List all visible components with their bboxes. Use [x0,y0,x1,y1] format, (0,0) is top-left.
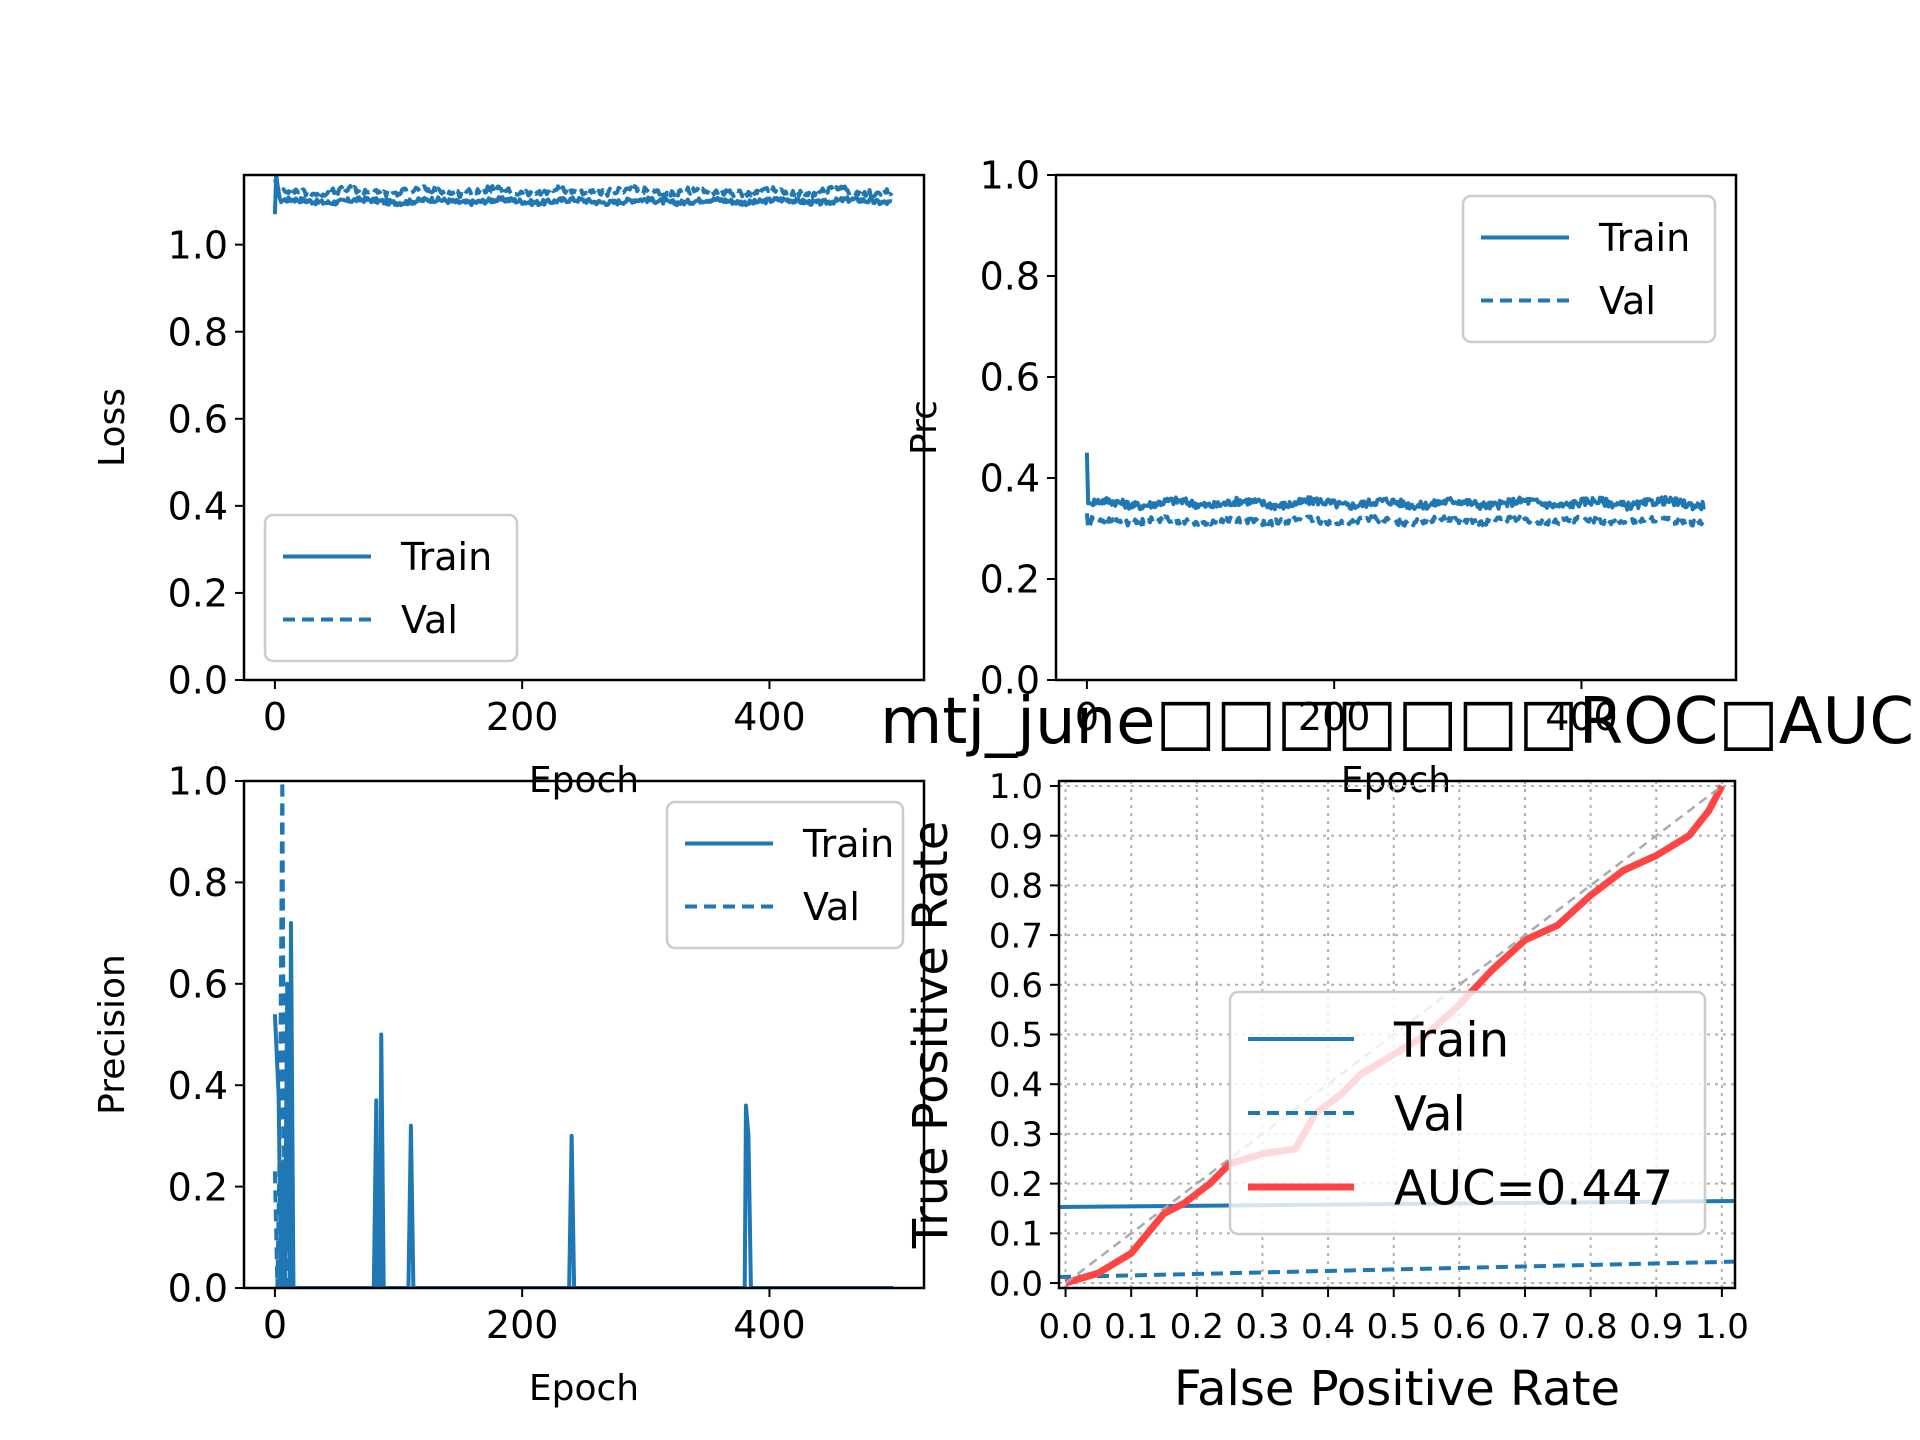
x-tick-label: 200 [486,695,559,739]
legend-label: Train [1393,1012,1509,1068]
y-tick-label: 1.0 [168,760,228,804]
y-tick-label: 0.0 [980,659,1040,703]
legend-label: AUC=0.447 [1394,1160,1673,1216]
legend-label: Val [401,598,458,642]
subplot-4: 0.0 0.1 0.2 0.3 0.4 0.5 0.6 0.7 0.8 0.9 1.0 0.0 0.1 0… [880,685,1914,1417]
y-tick-label: 0.2 [989,1165,1043,1205]
series-line-val [272,178,894,199]
y-tick-label: 0.6 [989,966,1043,1006]
y-tick-label: 1.0 [980,154,1040,198]
y-tick-label: 0.4 [168,1064,228,1108]
y-tick-label: 0.1 [989,1215,1043,1255]
y-tick-label: 0.8 [989,867,1043,907]
legend-label: Train [802,822,894,866]
x-tick-label: 0.1 [1104,1307,1158,1347]
y-axis-label: Loss [92,388,133,467]
x-tick-label: 0.0 [1039,1307,1093,1347]
x-tick-label: 0.2 [1170,1307,1224,1347]
y-tick-label: 0.0 [989,1264,1043,1304]
legend: Train Val AUC=0.447 [1228,990,1707,1236]
plot-area [1084,452,1706,531]
x-tick-label: 0.6 [1432,1307,1486,1347]
legend: Train Val [263,513,519,663]
x-tick-label: 0.4 [1301,1307,1355,1347]
subplot-2: 0 200 4000.00.20.40.60.81.0EpochPrcTrainVa… [904,154,1738,801]
legend-frame [1461,194,1717,344]
axes-frame [242,779,926,1290]
legend-frame [665,800,905,950]
y-tick-label: 0.4 [980,457,1040,501]
plot-area [272,175,894,215]
y-tick-label: 0.4 [168,485,228,529]
legend-label: Val [1394,1086,1466,1142]
y-tick-label: 0.2 [168,1165,228,1209]
legend-label: Train [400,535,492,579]
x-tick-label: 1.0 [1695,1307,1749,1347]
legend: Train Val [665,800,905,950]
x-tick-label: 0.7 [1498,1307,1552,1347]
y-tick-label: 0.2 [980,558,1040,602]
x-tick-label: 200 [486,1303,559,1347]
series-line-val [272,781,894,1288]
axes-frame [1054,173,1738,682]
series-line-train [272,175,893,215]
y-tick-label: 0.0 [168,659,228,703]
y-axis-label: Prc [904,400,945,455]
series-line-train [1084,452,1706,512]
axes-frame [242,173,926,682]
x-tick-label: 0.5 [1367,1307,1421,1347]
y-tick-label: 0.4 [989,1065,1043,1105]
subplot-3: 0 200 400 0.0 0.2 0.4 0.6 0.8 1.0 Epoch Precision T… [92,760,926,1409]
series-line-val [1084,513,1706,531]
y-tick-label: 1.0 [168,223,228,267]
y-tick-label: 0.0 [168,1267,228,1311]
y-axis-label: Precision [92,954,133,1115]
y-tick-label: 0.9 [989,817,1043,857]
y-tick-label: 1.0 [989,767,1043,807]
legend-frame [1228,990,1707,1236]
x-axis-label: False Positive Rate [1174,1361,1620,1417]
subplot-1: 0 200 4000.00.20.40.60.81.0EpochLossTrainV… [92,173,926,801]
x-tick-label: 200 [1298,695,1371,739]
legend: Train Val [1461,194,1717,344]
x-tick-label: 0 [1075,695,1099,739]
y-tick-label: 0.5 [989,1016,1043,1056]
y-tick-label: 0.8 [168,310,228,354]
x-tick-label: 0 [263,1303,287,1347]
x-tick-label: 0.3 [1235,1307,1289,1347]
x-tick-label: 400 [733,695,806,739]
y-axis-label: True Positive Rate [903,821,959,1250]
x-tick-label: 400 [1545,695,1618,739]
legend-label: Val [1599,279,1656,323]
x-tick-label: 400 [733,1303,806,1347]
x-axis-label: Epoch [529,1368,639,1409]
legend-label: Val [803,885,860,929]
y-tick-label: 0.2 [168,572,228,616]
chart-title: mtj_june□□□□□□□ROC□AUC [880,685,1914,759]
x-tick-label: 0 [263,695,287,739]
plot-area [272,781,894,1288]
x-tick-label: 0.8 [1564,1307,1618,1347]
y-tick-label: 0.6 [980,356,1040,400]
y-tick-label: 0.8 [168,861,228,905]
y-tick-label: 0.7 [989,916,1043,956]
x-tick-label: 0.9 [1629,1307,1683,1347]
legend-frame [263,513,519,663]
legend-label: Train [1598,216,1690,260]
y-tick-label: 0.6 [168,397,228,441]
y-tick-label: 0.6 [168,962,228,1006]
y-tick-label: 0.8 [980,255,1040,299]
y-tick-label: 0.3 [989,1115,1043,1155]
